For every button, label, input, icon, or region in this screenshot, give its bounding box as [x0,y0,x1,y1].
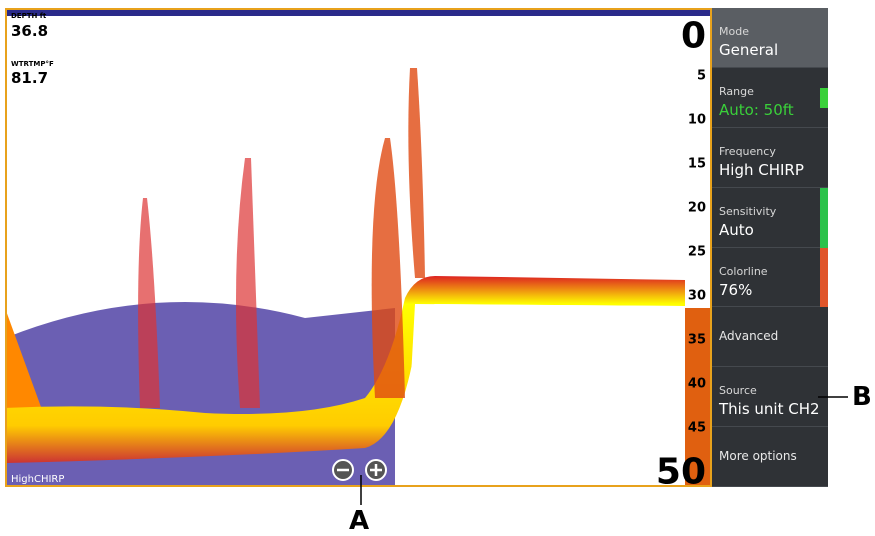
depth-value: 36.8 [11,22,49,40]
depth-scale-label: 40 [687,376,706,392]
temp-label: WTRTMP°F [11,60,54,68]
menu-item-label: Advanced [719,329,779,344]
menu-indicator [820,247,828,308]
menu-item-value: Auto: 50ft [719,100,794,119]
menu-item-value: General [719,41,779,59]
menu-item-value: High CHIRP [719,160,804,179]
depth-scale-label: 50 [655,451,706,487]
menu-item-value: 76% [719,280,753,299]
depth-scale-label: 25 [687,244,706,260]
depth-scale-label: 35 [687,332,706,348]
bottom [7,276,685,463]
depth-scale-label: 5 [696,68,706,84]
menu-item-label: More options [719,449,797,464]
water [405,304,685,485]
scale-strip [685,308,710,485]
frequency-label: HighCHIRP [11,474,65,485]
menu-item[interactable]: Source This unit CH2 [712,367,828,428]
callout-a: A [349,506,370,536]
menu-item-value: This unit CH2 [719,400,820,419]
fish-school [236,158,260,408]
menu-item-label: Sensitivity [719,204,777,218]
depth-scale-label: 30 [687,288,706,304]
menu-indicator [820,87,828,108]
menu-item[interactable]: More options [712,427,828,488]
depth-scale-label: 45 [687,420,706,436]
depth-scale-label: 20 [687,200,706,216]
clutter [7,313,45,418]
menu-indicator [820,187,828,248]
menu-item[interactable]: Sensitivity Auto [712,188,828,248]
side-menu: Mode General Range Auto: 50ft Frequency High … [712,8,828,488]
menu-item[interactable]: Range Auto: 50ft [712,68,828,128]
surface [7,10,710,16]
menu-item[interactable]: Mode General [712,8,828,68]
menu-item-label: Colorline [719,264,768,278]
menu-item-label: Frequency [719,144,776,158]
sonar-image [7,10,710,485]
menu-item-label: Range [719,84,754,98]
depth-scale-label: 15 [687,156,706,172]
menu-item[interactable]: Advanced [712,307,828,368]
callout-b: B [852,382,872,412]
fish-school [408,68,425,278]
fish-school [138,198,160,408]
fish-school [371,138,405,398]
menu-item[interactable]: Colorline 76% [712,248,828,308]
depth-label: DEPTH ft [11,12,47,20]
sonar-view: DEPTH ft 36.8 WTRTMP°F 81.7 HighCHIRP 0 5… [5,8,712,487]
depth-scale-label: 10 [687,112,706,128]
menu-item[interactable]: Frequency High CHIRP [712,128,828,188]
menu-item-label: Mode [719,25,749,38]
depth-scale-label: 0 [680,15,706,57]
temp-value: 81.7 [11,69,49,87]
menu-item-value: Auto [719,220,754,239]
menu-item-label: Source [719,384,757,398]
